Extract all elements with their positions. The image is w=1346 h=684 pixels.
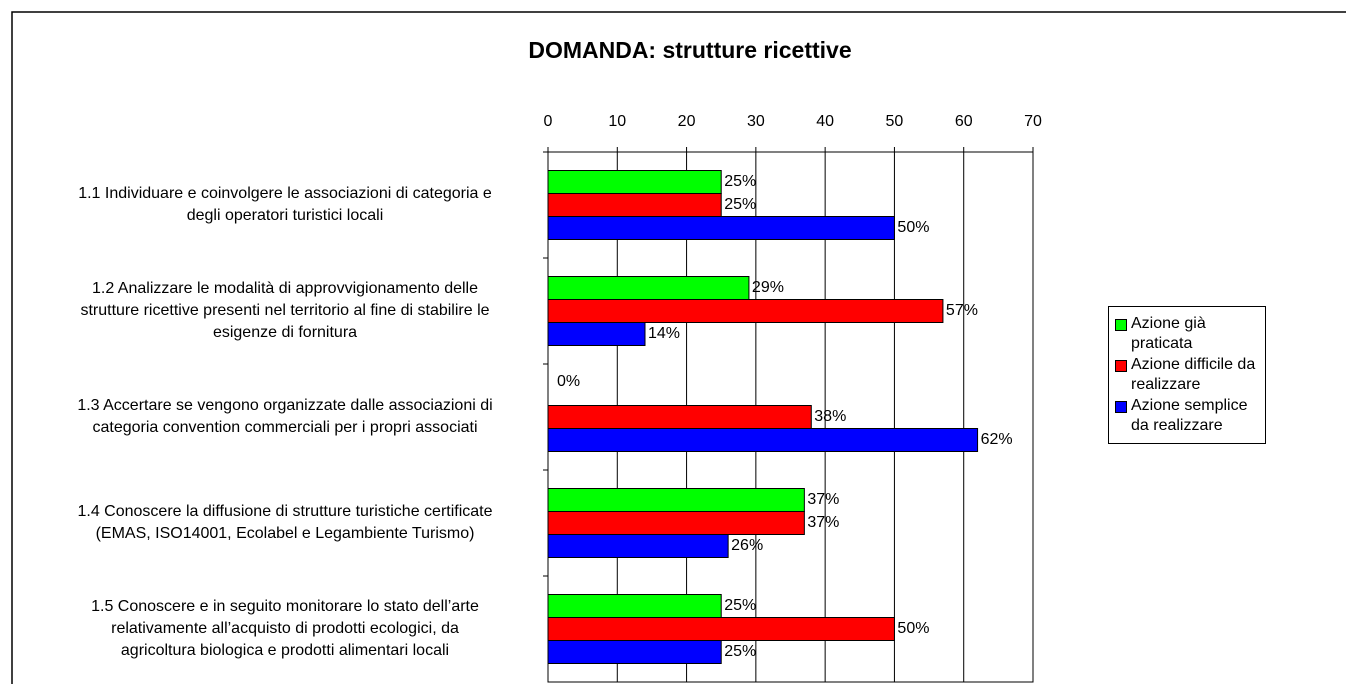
x-tick-label: 70 — [1024, 113, 1042, 130]
value-label: 0% — [557, 373, 580, 390]
y-tick-label: 1.4 Conoscere la diffusione di strutture… — [77, 503, 493, 542]
x-tick-label: 0 — [544, 113, 553, 130]
legend: Azione già praticata Azione difficile da … — [1108, 306, 1266, 444]
bar — [547, 405, 812, 429]
bar — [547, 534, 729, 558]
value-label: 14% — [648, 325, 680, 342]
value-label: 50% — [897, 219, 929, 236]
legend-label: Azione già praticata — [1131, 315, 1206, 352]
bar — [547, 594, 722, 618]
value-label: 62% — [981, 431, 1013, 448]
y-tick-label: 1.3 Accertare se vengono organizzate dal… — [77, 397, 493, 436]
y-tick-label: 1.5 Conoscere e in seguito monitorare lo… — [91, 598, 479, 659]
x-tick-label: 50 — [886, 113, 904, 130]
value-label: 37% — [807, 491, 839, 508]
legend-item: Azione già praticata — [1113, 314, 1261, 354]
value-label: 29% — [752, 279, 784, 296]
value-label: 25% — [724, 643, 756, 660]
legend-swatch — [1115, 401, 1127, 413]
y-tick-label: 1.1 Individuare e coinvolgere le associa… — [78, 185, 492, 224]
bar — [547, 428, 979, 452]
bar — [547, 511, 805, 535]
legend-swatch — [1115, 319, 1127, 331]
bar — [547, 170, 722, 194]
value-label: 37% — [807, 514, 839, 531]
bar — [547, 322, 646, 346]
bar — [547, 299, 944, 323]
y-tick-label: 1.2 Analizzare le modalità di approvvigi… — [80, 280, 490, 341]
bar — [547, 276, 750, 300]
legend-item: Azione semplice da realizzare — [1113, 396, 1261, 436]
bar — [547, 617, 895, 641]
x-tick-label: 30 — [747, 113, 765, 130]
bar — [547, 216, 895, 240]
value-label: 25% — [724, 597, 756, 614]
x-tick-label: 20 — [678, 113, 696, 130]
legend-swatch — [1115, 360, 1127, 372]
value-label: 25% — [724, 173, 756, 190]
value-label: 25% — [724, 196, 756, 213]
legend-label: Azione difficile da realizzare — [1131, 356, 1256, 393]
bar — [547, 193, 722, 217]
value-label: 26% — [731, 537, 763, 554]
value-label: 50% — [897, 620, 929, 637]
chart-border — [11, 11, 1346, 684]
legend-item: Azione difficile da realizzare — [1113, 355, 1261, 395]
value-label: 57% — [946, 302, 978, 319]
bar — [547, 488, 805, 512]
x-tick-label: 40 — [816, 113, 834, 130]
x-tick-label: 60 — [955, 113, 973, 130]
bar — [547, 640, 722, 664]
value-label: 38% — [814, 408, 846, 425]
legend-label: Azione semplice da realizzare — [1131, 397, 1248, 434]
chart-title: DOMANDA: strutture ricettive — [528, 37, 851, 63]
x-tick-label: 10 — [608, 113, 626, 130]
